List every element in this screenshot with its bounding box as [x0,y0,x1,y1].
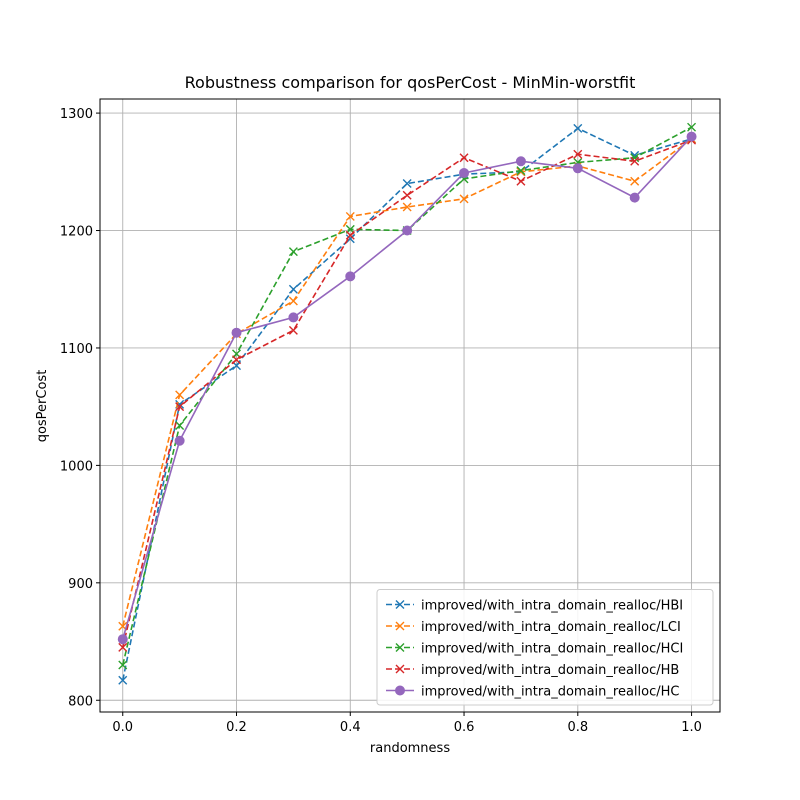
data-point [402,225,413,236]
legend-box [376,589,714,706]
legend-item: improved/with_intra_domain_realloc/LCI [386,620,681,635]
series-1 [118,134,697,631]
y-tick-label: 900 [68,577,93,592]
data-point [118,675,128,685]
data-point [345,234,355,244]
legend-label: improved/with_intra_domain_realloc/HCI [421,642,683,657]
legend-marker [395,685,405,696]
y-tick-label: 1000 [60,459,93,474]
chart-title: Robustness comparison for qosPerCost - M… [185,73,636,92]
data-point [288,312,299,323]
data-point [516,176,526,186]
data-point [516,166,526,176]
plot-frame [99,98,721,713]
data-point [515,156,526,167]
legend-label: improved/with_intra_domain_realloc/HBI [421,599,683,614]
legend-label: improved/with_intra_domain_realloc/HB [421,663,679,678]
data-point [459,167,470,178]
series-line [121,139,692,648]
data-point [288,296,298,306]
data-point [345,211,355,221]
legend-marker [395,664,405,674]
data-point [573,123,583,133]
legend: improved/with_intra_domain_realloc/HBIim… [376,589,714,706]
data-point [687,122,697,132]
data-point [573,149,583,159]
data-point [459,194,469,204]
x-axis-label: randomness [370,741,450,756]
y-tick-label: 1100 [60,342,93,357]
x-tick-label: 0.6 [454,720,475,735]
data-point [117,634,128,645]
data-point [345,230,355,240]
data-point [630,156,640,166]
legend-marker [395,643,405,652]
data-point [175,420,185,430]
data-point [629,192,640,203]
data-point [175,390,185,400]
data-point [630,176,640,186]
data-point [288,325,298,335]
y-axis-ticks: 800 900 1000 1100 1200 1300 [60,107,100,709]
x-tick-label: 0.0 [112,720,133,735]
x-tick-label: 1.0 [681,720,702,735]
data-point [402,202,412,212]
legend-item: improved/with_intra_domain_realloc/HBI [386,599,683,614]
data-point [572,163,583,174]
legend-item: improved/with_intra_domain_realloc/HC [386,685,679,700]
series-group [117,122,697,685]
data-point [174,435,185,446]
data-point [288,284,298,294]
data-point [118,642,128,652]
series-4 [117,131,697,645]
data-point [231,327,242,338]
data-point [345,271,356,282]
data-point [232,355,242,365]
x-tick-label: 0.8 [567,720,588,735]
legend-label: improved/with_intra_domain_realloc/LCI [421,620,681,635]
legend-marker [395,621,405,631]
legend-item: improved/with_intra_domain_realloc/HB [386,663,679,678]
legend-marker [395,600,405,609]
x-tick-label: 0.4 [340,720,361,735]
data-point [686,131,697,142]
series-line [121,138,693,627]
data-point [175,402,185,412]
data-point [459,153,469,163]
data-point [402,179,412,189]
data-point [402,190,412,200]
data-point [516,167,526,177]
y-tick-label: 1300 [60,107,93,122]
x-axis-ticks: 0.0 0.2 0.4 0.6 0.8 1.0 [112,712,702,735]
x-tick-label: 0.2 [226,720,247,735]
legend-label: improved/with_intra_domain_realloc/HC [421,685,679,700]
y-axis-label: qosPerCost [35,370,50,443]
data-point [288,247,298,257]
data-point [118,660,128,670]
y-tick-label: 800 [68,694,93,709]
y-tick-label: 1200 [60,225,93,240]
legend-item: improved/with_intra_domain_realloc/HCI [386,642,683,657]
